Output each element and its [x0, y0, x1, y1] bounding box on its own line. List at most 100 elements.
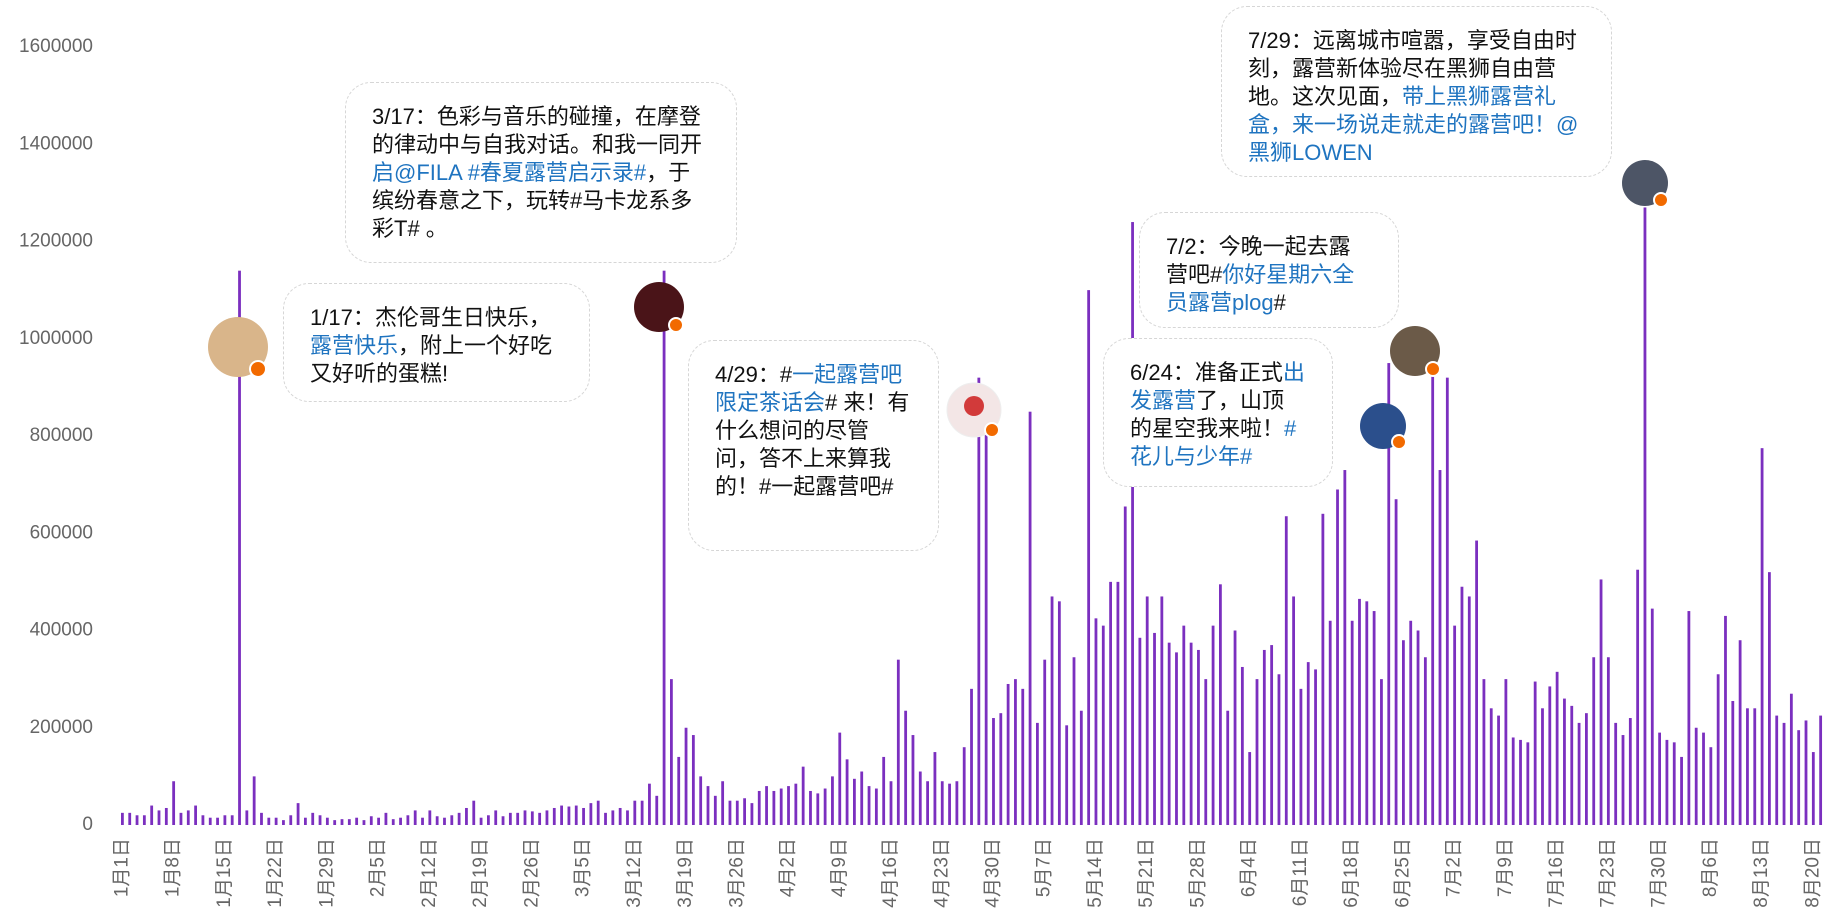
badge: [669, 318, 683, 332]
bar: [311, 813, 314, 825]
bar: [1644, 207, 1647, 825]
bar: [1819, 716, 1822, 825]
bar: [487, 815, 490, 825]
y-tick-label: 200000: [30, 717, 93, 738]
bar: [772, 791, 775, 825]
bar: [428, 810, 431, 825]
bar: [824, 789, 827, 825]
bar: [1556, 672, 1559, 825]
tooltip-text: #: [1274, 290, 1286, 315]
bar: [1146, 596, 1149, 825]
bar: [1483, 679, 1486, 825]
bar: [1175, 652, 1178, 825]
x-tick-label: 7月23日: [1597, 838, 1618, 908]
bar: [633, 801, 636, 825]
bar: [1790, 694, 1793, 825]
bar: [802, 767, 805, 825]
bar: [363, 820, 366, 825]
bar: [304, 818, 307, 825]
bar: [1190, 643, 1193, 825]
x-tick-label: 1月8日: [163, 838, 184, 897]
bar: [1292, 596, 1295, 825]
bar: [926, 781, 929, 825]
x-tick-label: 1月22日: [265, 838, 286, 908]
bar: [794, 784, 797, 825]
bar: [1783, 723, 1786, 825]
bar: [275, 818, 278, 825]
bar: [1497, 716, 1500, 825]
bar: [1504, 679, 1507, 825]
bar: [180, 813, 183, 825]
bar: [1314, 669, 1317, 825]
bar: [1717, 674, 1720, 825]
bar: [1138, 638, 1141, 825]
bar: [934, 752, 937, 825]
bar: [341, 819, 344, 825]
bar: [531, 811, 534, 825]
y-tick-label: 1200000: [19, 231, 93, 252]
bar: [377, 818, 380, 825]
tooltip: 7/2：今晚一起去露营吧#你好星期六全员露营plog#: [1139, 212, 1399, 328]
bar: [1212, 626, 1215, 825]
bar: [436, 816, 439, 825]
bar: [1109, 582, 1112, 825]
bar: [970, 689, 973, 825]
y-tick-label: 1000000: [19, 328, 93, 349]
bar: [516, 813, 519, 825]
bar: [282, 820, 285, 825]
bar: [992, 718, 995, 825]
bar: [553, 808, 556, 825]
bar: [348, 819, 351, 825]
x-tick-label: 3月12日: [624, 838, 645, 908]
bar: [604, 813, 607, 825]
bar: [253, 776, 256, 825]
x-tick-label: 6月25日: [1392, 838, 1413, 908]
bar: [589, 803, 592, 825]
x-tick-label: 1月1日: [111, 838, 132, 897]
bar: [677, 757, 680, 825]
tooltip: 1/17：杰伦哥生日快乐，露营快乐，附上一个好吃又好听的蛋糕!: [283, 283, 590, 402]
y-tick-label: 800000: [30, 425, 93, 446]
bar: [399, 818, 402, 825]
bar: [1321, 514, 1324, 825]
bar: [1182, 626, 1185, 825]
bar: [1117, 582, 1120, 825]
bar: [765, 786, 768, 825]
y-tick-label: 1600000: [19, 36, 93, 57]
bar: [326, 818, 329, 825]
bar: [626, 810, 629, 825]
bar: [1761, 448, 1764, 825]
bar: [1585, 713, 1588, 825]
tooltip-text: 4/29：#: [715, 362, 792, 387]
x-tick-label: 1月29日: [316, 838, 337, 908]
bar: [729, 801, 732, 825]
bar: [1570, 706, 1573, 825]
bar: [1739, 640, 1742, 825]
bar: [414, 810, 417, 825]
bar: [1439, 470, 1442, 825]
x-tick-label: 6月11日: [1290, 838, 1311, 906]
x-tick-label: 7月2日: [1444, 838, 1465, 897]
bar: [1153, 633, 1156, 825]
bar: [714, 796, 717, 825]
x-tick-label: 4月23日: [931, 838, 952, 908]
bar: [1512, 737, 1515, 825]
x-tick-label: 2月5日: [368, 838, 389, 897]
bar: [985, 402, 988, 825]
badge: [250, 361, 266, 377]
bar: [575, 806, 578, 825]
bar: [1343, 470, 1346, 825]
bar: [955, 781, 958, 825]
x-tick-label: 4月30日: [982, 838, 1003, 908]
bar: [1468, 596, 1471, 825]
bar: [1702, 733, 1705, 825]
x-tick-label: 4月9日: [829, 838, 850, 897]
bar: [663, 271, 666, 825]
bar: [890, 781, 893, 825]
bar: [977, 378, 980, 825]
tooltip: 7/29：远离城市喧嚣，享受自由时刻，露营新体验尽在黑狮自由营地。这次见面，带上…: [1221, 6, 1612, 177]
x-tick-label: 3月5日: [573, 838, 594, 897]
bar: [1160, 596, 1163, 825]
bar: [685, 728, 688, 825]
bar: [524, 810, 527, 825]
